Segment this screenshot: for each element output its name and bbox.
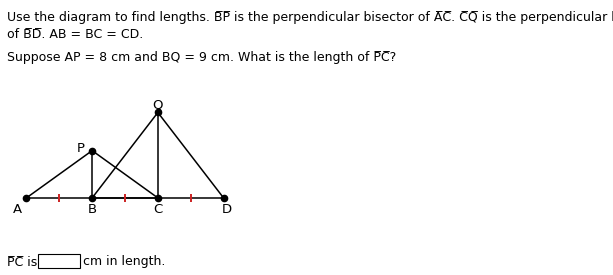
- Text: P̅C̅ is: P̅C̅ is: [7, 255, 37, 268]
- Text: Suppose AP = 8 cm and BQ = 9 cm. What is the length of P̅C̅?: Suppose AP = 8 cm and BQ = 9 cm. What is…: [7, 51, 396, 64]
- FancyBboxPatch shape: [38, 254, 80, 268]
- Text: C: C: [153, 203, 162, 216]
- Text: cm in length.: cm in length.: [83, 255, 166, 268]
- Text: Q: Q: [153, 98, 163, 111]
- Text: of B̅D̅. AB = BC = CD.: of B̅D̅. AB = BC = CD.: [7, 29, 143, 42]
- Text: Use the diagram to find lengths. B̅P̅ is the perpendicular bisector of A̅C̅. C̅Q: Use the diagram to find lengths. B̅P̅ is…: [7, 10, 613, 23]
- Text: B: B: [88, 203, 97, 216]
- Text: D: D: [222, 203, 232, 216]
- Text: P: P: [77, 142, 85, 155]
- Text: A: A: [13, 203, 23, 216]
